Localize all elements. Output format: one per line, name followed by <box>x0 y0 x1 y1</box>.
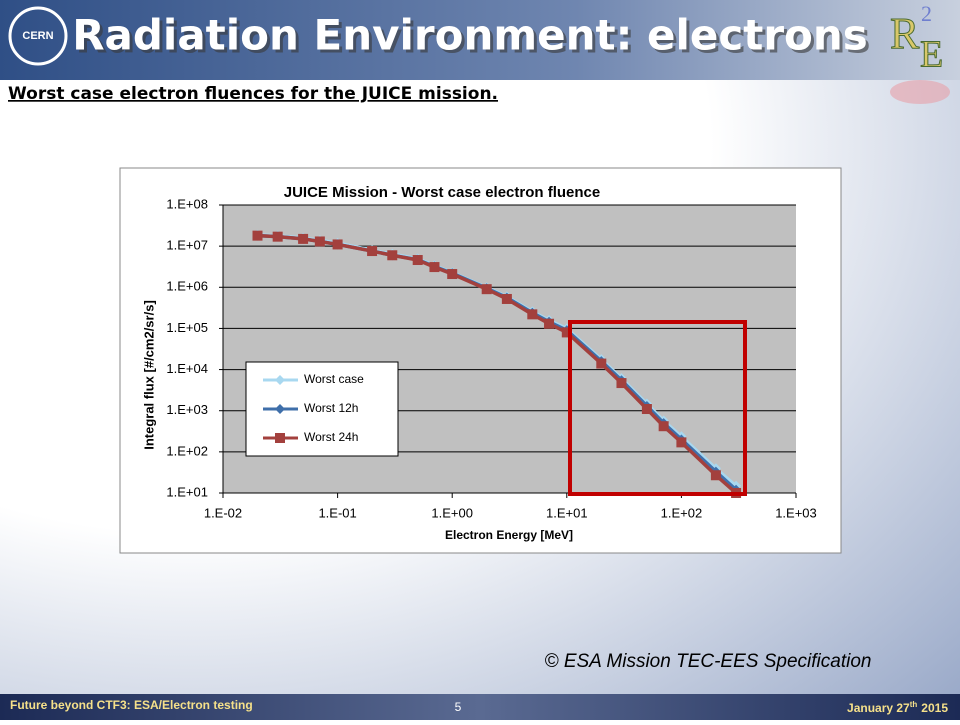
logo-ring <box>8 6 68 66</box>
legend-items: Worst case Worst 12h Worst 24h <box>263 372 364 444</box>
logo-r: R <box>890 9 920 58</box>
r2e-logo: R 2 E <box>890 1 950 104</box>
marker <box>298 233 309 244</box>
marker <box>658 421 669 432</box>
y-tick-label: 1.E+01 <box>166 484 208 499</box>
grid: 1.E+01 1.E+02 1.E+03 1.E+04 1.E+05 1.E+06 1.E+… <box>166 196 816 520</box>
date-main: January 27 <box>847 701 910 715</box>
title-shadow: Radiation Environment: electrons <box>75 14 871 63</box>
y-axis-title: Integral flux [#/cm2/sr/s] <box>141 300 156 450</box>
marker <box>447 269 458 280</box>
highlight-box <box>568 320 747 496</box>
x-tick-label: 1.E+02 <box>661 505 703 520</box>
cern-logo: CERN <box>8 6 68 66</box>
page-number: 5 <box>455 700 462 714</box>
footer-text: Future beyond CTF3: ESA/Electron testing <box>10 698 253 712</box>
footer-band <box>0 694 960 720</box>
marker <box>275 375 285 385</box>
y-tick-label: 1.E+05 <box>166 320 208 335</box>
marker <box>501 293 512 304</box>
x-tick-label: 1.E+00 <box>431 505 473 520</box>
date: January 27th 2015 <box>847 700 948 715</box>
chart-title: JUICE Mission - Worst case electron flue… <box>284 184 600 201</box>
marker <box>596 358 607 369</box>
legend-label: Worst 24h <box>304 430 358 444</box>
marker <box>527 309 538 320</box>
y-tick-label: 1.E+08 <box>166 196 208 211</box>
logo-e: E <box>920 34 943 76</box>
date-year: 2015 <box>921 701 948 715</box>
marker <box>641 404 652 415</box>
legend-label: Worst 12h <box>304 401 358 415</box>
marker <box>616 378 627 389</box>
header-band <box>0 0 960 80</box>
marker <box>429 262 440 273</box>
slide-title: Radiation Environment: electrons <box>72 11 868 60</box>
marker <box>332 239 343 250</box>
subtitle: Worst case electron fluences for the JUI… <box>8 84 498 104</box>
marker <box>544 318 555 329</box>
date-sup: th <box>910 700 918 709</box>
marker <box>252 230 263 241</box>
marker <box>676 437 687 448</box>
y-tick-label: 1.E+04 <box>166 361 208 376</box>
x-tick-label: 1.E-01 <box>318 505 356 520</box>
credit: © ESA Mission TEC-EES Specification <box>545 651 872 672</box>
marker <box>314 236 325 247</box>
logo-text: CERN <box>22 30 53 42</box>
marker <box>481 284 492 295</box>
logo-swirl <box>890 80 950 104</box>
x-axis-title: Electron Energy [MeV] <box>445 528 573 542</box>
x-tick-label: 1.E+03 <box>775 505 817 520</box>
series-layer <box>252 229 742 498</box>
marker <box>387 250 398 261</box>
logo-two: 2 <box>921 1 932 26</box>
marker <box>710 470 721 481</box>
marker <box>275 433 285 443</box>
marker <box>367 246 378 257</box>
marker <box>412 255 423 266</box>
x-tick-label: 1.E+01 <box>546 505 588 520</box>
marker <box>272 231 283 242</box>
legend-label: Worst case <box>304 372 364 386</box>
marker <box>275 404 285 414</box>
series-line <box>257 233 738 495</box>
y-tick-label: 1.E+03 <box>166 402 208 417</box>
y-tick-label: 1.E+07 <box>166 238 208 253</box>
marker <box>561 327 572 338</box>
y-tick-label: 1.E+02 <box>166 443 208 458</box>
y-tick-label: 1.E+06 <box>166 279 208 294</box>
x-tick-label: 1.E-02 <box>204 505 242 520</box>
